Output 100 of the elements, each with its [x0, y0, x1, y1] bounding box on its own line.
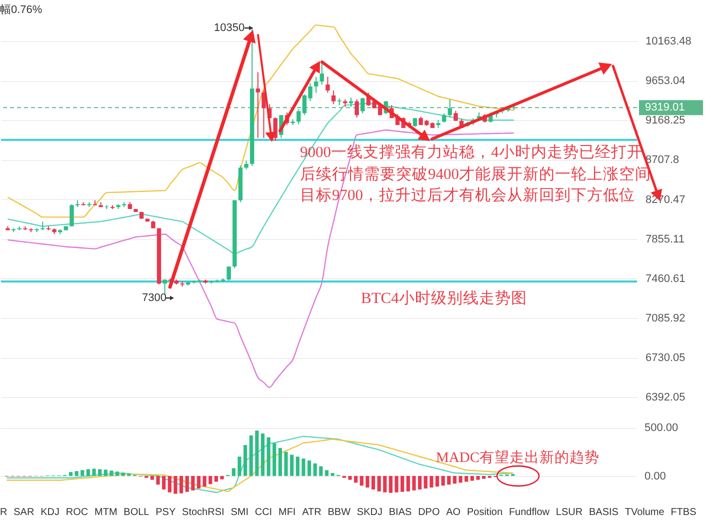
text: CCI: [254, 507, 272, 518]
bar: [470, 476, 474, 481]
y-tick-label: 10163.48: [646, 35, 692, 48]
bar: [80, 470, 84, 476]
bar: [284, 452, 288, 476]
bar: [255, 430, 259, 476]
bar: [74, 471, 78, 476]
bar: [68, 472, 73, 476]
ref-line-label: 9319.01: [645, 102, 685, 114]
y-tick-label: 9653.04: [646, 75, 686, 88]
y-tick-label: 500.00: [644, 422, 678, 434]
bar: [185, 476, 189, 492]
text: ATR: [302, 507, 322, 518]
bar: [313, 463, 317, 476]
bar: [243, 445, 248, 476]
y-tick-label: 7085.92: [646, 312, 686, 325]
text: StochRSI: [182, 507, 224, 518]
text: PSY: [156, 507, 176, 518]
candlestick: [454, 110, 458, 122]
candlestick: [256, 72, 260, 138]
y-tick-label: 6392.05: [646, 392, 686, 404]
bar: [424, 476, 428, 488]
text: BIAS: [388, 507, 412, 518]
candlestick: [442, 112, 446, 123]
bar: [296, 456, 300, 476]
bar: [86, 469, 90, 476]
bar: [290, 454, 294, 476]
y-tick-label: 7855.11: [646, 233, 684, 246]
bar: [394, 476, 398, 492]
bar: [458, 476, 462, 483]
bar: [464, 476, 468, 482]
bar: [238, 456, 242, 476]
candlestick: [104, 204, 109, 210]
bar: [319, 466, 323, 476]
bar: [191, 476, 195, 490]
bar: [452, 476, 457, 484]
text: BTC4小时级别线走势图: [361, 289, 527, 309]
bar: [371, 476, 376, 490]
bar: [354, 476, 358, 483]
annotation: 10350: [214, 22, 245, 34]
bar: [430, 476, 434, 488]
text: TVolume: [624, 507, 664, 518]
bar: [214, 476, 218, 482]
candlestick: [262, 90, 266, 138]
bar: [418, 476, 422, 490]
y-tick-label: 8270.47: [646, 194, 686, 206]
bar: [441, 476, 445, 486]
bar: [278, 448, 282, 476]
candlestick: [226, 266, 231, 282]
bar: [400, 476, 404, 492]
bar: [377, 476, 381, 492]
bar: [104, 470, 108, 476]
bar: [447, 476, 451, 485]
bar: [476, 476, 480, 480]
bar: [168, 476, 172, 492]
bar: [272, 443, 276, 476]
bar: [232, 468, 236, 476]
text: LSUR: [556, 507, 583, 518]
candlestick: [70, 204, 74, 227]
bar: [406, 476, 410, 492]
text: SKDJ: [356, 507, 382, 518]
text: KDJ: [40, 507, 60, 518]
bar: [98, 469, 102, 476]
text: MFI: [278, 507, 296, 518]
text: SAR: [14, 507, 34, 518]
bar: [324, 470, 329, 476]
bar: [115, 472, 120, 476]
bar: [249, 435, 253, 476]
bar: [150, 476, 154, 480]
bar: [196, 476, 201, 488]
text: SMI: [230, 507, 248, 518]
bar: [156, 476, 160, 485]
candlestick: [448, 98, 452, 118]
text: BASIS: [588, 507, 618, 518]
annotation: 7300: [142, 292, 166, 304]
bar: [482, 476, 486, 479]
candlestick: [354, 98, 359, 118]
bar: [220, 476, 224, 480]
bar: [266, 437, 270, 476]
bar: [202, 476, 206, 487]
candlestick: [360, 97, 365, 114]
y-tick-label: 7460.61: [646, 272, 686, 285]
text: R: [0, 507, 8, 518]
text: AO: [446, 507, 461, 518]
candlestick: [331, 90, 336, 105]
bar: [383, 476, 387, 492]
bar: [110, 470, 114, 476]
y-tick-label: 9168.25: [646, 114, 686, 127]
candlestick: [326, 76, 330, 94]
text: Fundflow: [508, 507, 550, 518]
text: DPO: [418, 507, 440, 518]
text: BBW: [328, 507, 351, 518]
text: Position: [466, 507, 503, 518]
bar: [121, 472, 125, 476]
text: MTM: [94, 507, 118, 518]
bar: [435, 476, 440, 487]
bar: [360, 476, 364, 486]
bar: [366, 476, 370, 488]
bar: [179, 476, 184, 494]
bar: [92, 468, 96, 476]
